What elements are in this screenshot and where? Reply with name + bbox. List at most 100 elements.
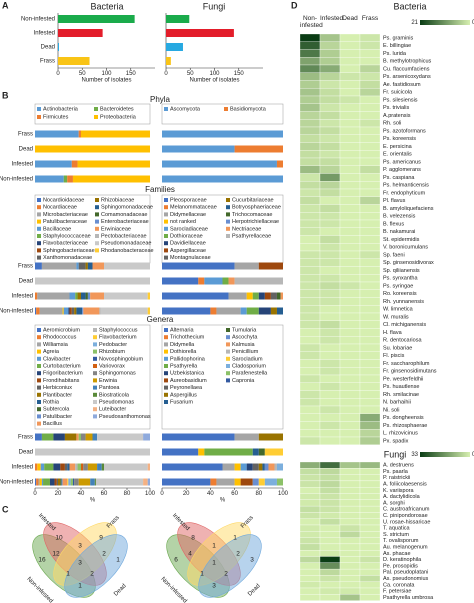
- heatmap-cell: [339, 57, 361, 66]
- legend-label: Botryosphaeriaceae: [232, 205, 281, 211]
- legend-swatch: [93, 414, 97, 419]
- heatmap-cell: [319, 493, 341, 500]
- y-tick-label: Infested: [12, 294, 33, 300]
- bar-segment: [63, 175, 68, 183]
- legend-swatch: [164, 198, 168, 202]
- legend-label: Patulibacteraceae: [43, 219, 87, 225]
- legend-label: Nocardiaceae: [43, 205, 77, 211]
- legend-swatch: [37, 378, 41, 383]
- heatmap-cell: [319, 126, 341, 135]
- bar-segment: [35, 307, 37, 315]
- heatmap-cell: [359, 219, 381, 228]
- heatmap-cell: [339, 243, 361, 252]
- bar-segment: [162, 145, 235, 153]
- bar-segment: [67, 175, 73, 183]
- bar-segment: [97, 433, 144, 441]
- bar-segment: [35, 478, 37, 486]
- heatmap-cell: [299, 320, 321, 329]
- y-tick-label: Dead: [19, 147, 33, 153]
- bar-segment: [234, 145, 283, 153]
- heatmap-cell: [299, 537, 321, 545]
- heatmap-cell: [339, 512, 361, 519]
- row-label: F. petersiae: [383, 589, 411, 595]
- heatmap-cell: [319, 196, 341, 205]
- heatmap-cell: [299, 165, 321, 174]
- bar-segment: [234, 277, 283, 285]
- colorbar-label: 0: [472, 20, 474, 26]
- heatmap-cell: [319, 594, 341, 601]
- bar-segment: [69, 307, 72, 315]
- y-tick-label: Infested: [34, 31, 55, 37]
- bar-segment: [104, 262, 150, 270]
- row-label: Sp. ginsenosidivorax: [383, 260, 434, 266]
- y-tick-label: Frass: [18, 132, 33, 138]
- heatmap-cell: [359, 556, 381, 563]
- heatmap-cell: [319, 281, 341, 290]
- row-label: Ae. fastidiosum: [383, 82, 421, 88]
- legend-swatch: [164, 392, 168, 397]
- heatmap-cell: [299, 556, 321, 563]
- bar-segment: [222, 277, 229, 285]
- legend-label: Enterobacteriaceae: [101, 219, 149, 225]
- row-label: Au. melanogenum: [383, 545, 428, 551]
- bar-segment: [258, 292, 265, 300]
- bar-segment: [35, 448, 150, 456]
- legend-box: [34, 324, 151, 430]
- legend-swatch: [94, 107, 98, 111]
- row-label: Cl. michiganensis: [383, 322, 426, 328]
- legend-swatch: [226, 335, 230, 340]
- legend-label: Penicillium: [232, 349, 259, 355]
- heatmap-cell: [339, 72, 361, 81]
- legend-label: Pedobacter: [99, 342, 127, 348]
- legend-label: Staphylococcaceae: [43, 233, 91, 239]
- heatmap-cell: [299, 312, 321, 321]
- heatmap-cell: [339, 382, 361, 391]
- heatmap-cell: [299, 367, 321, 376]
- heatmap-cell: [339, 165, 361, 174]
- bar-segment: [198, 448, 205, 456]
- row-label: St. epidermidis: [383, 237, 420, 243]
- legend-swatch: [93, 378, 97, 383]
- heatmap-cell: [339, 421, 361, 430]
- row-label: Sp. faeni: [383, 252, 405, 258]
- heatmap-cell: [319, 173, 341, 182]
- heatmap-cell: [359, 562, 381, 570]
- bar: [58, 57, 90, 65]
- bar-segment: [35, 277, 150, 285]
- x-tick-label: 100: [209, 71, 220, 77]
- heatmap-cell: [359, 281, 381, 290]
- legend-swatch: [164, 234, 168, 238]
- legend-swatch: [93, 356, 97, 361]
- legend-swatch: [164, 205, 168, 210]
- venn-count: 3: [250, 557, 254, 564]
- row-label: Ps. rhizosphaerae: [383, 423, 427, 429]
- heatmap-cell: [339, 474, 361, 482]
- venn-set-label: Non-infested: [159, 576, 187, 603]
- legend-label: Tumularia: [232, 327, 257, 333]
- bar-segment: [234, 262, 259, 270]
- row-label: Fl. piscis: [383, 353, 405, 359]
- bar-segment: [240, 307, 247, 315]
- bar-segment: [60, 463, 65, 471]
- heatmap-cell: [299, 266, 321, 275]
- heatmap-cell: [299, 550, 321, 557]
- heatmap-cell: [319, 468, 341, 475]
- heatmap-cell: [299, 297, 321, 306]
- heatmap-cell: [319, 374, 341, 383]
- heatmap-cell: [339, 336, 361, 345]
- bar-segment: [62, 307, 64, 315]
- heatmap-cell: [299, 413, 321, 422]
- legend-swatch: [95, 205, 99, 210]
- bar-segment: [147, 307, 150, 315]
- y-tick-label: Non-infested: [0, 480, 33, 486]
- heatmap-cell: [299, 328, 321, 337]
- heatmap-cell: [359, 235, 381, 244]
- heatmap-cell: [359, 289, 381, 298]
- venn-count: 1: [78, 583, 82, 590]
- legend-box: [34, 103, 151, 125]
- heatmap-cell: [299, 493, 321, 500]
- legend-label: Herbiconiux: [43, 385, 72, 391]
- heatmap-cell: [339, 568, 361, 576]
- x-tick-label: 0: [164, 71, 168, 77]
- legend-swatch: [226, 205, 230, 210]
